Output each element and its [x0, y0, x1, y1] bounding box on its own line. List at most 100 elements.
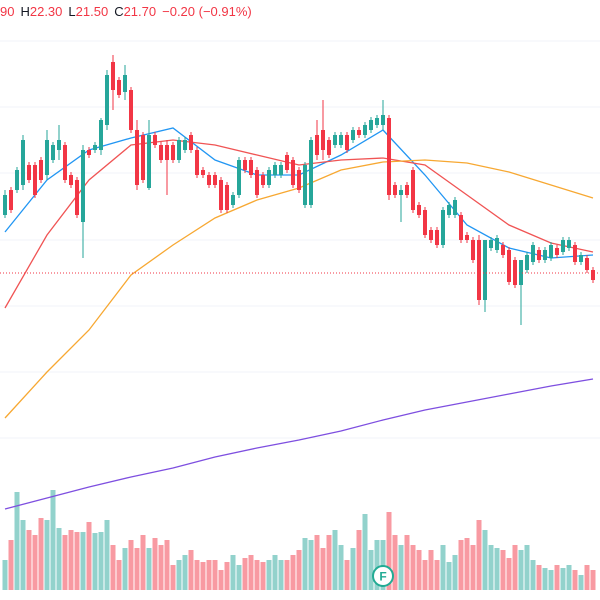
candle-body	[327, 140, 331, 155]
candle-body	[87, 150, 91, 155]
volume-bar	[512, 545, 518, 590]
candle-body	[189, 135, 193, 150]
candle-body	[117, 80, 121, 95]
volume-bar	[44, 520, 50, 590]
candle-body	[591, 270, 595, 280]
close-value: 21.70	[123, 4, 157, 19]
candle-body	[291, 160, 295, 185]
volume-bar	[182, 555, 188, 590]
candle-body	[345, 135, 349, 150]
volume-bar	[188, 550, 194, 590]
candle-body	[213, 175, 217, 185]
volume-bar	[548, 570, 554, 590]
volume-bar	[368, 550, 374, 590]
volume-bar	[296, 550, 302, 590]
volume-bar	[410, 545, 416, 590]
high-key: H	[20, 4, 30, 19]
ohlc-header: 90 H22.30 L21.50 C21.70 −0.20 (−0.91%)	[0, 4, 252, 19]
candle-body	[243, 160, 247, 170]
volume-bar	[446, 562, 452, 590]
volume-bar	[290, 555, 296, 590]
volume-bar	[140, 535, 146, 590]
volume-bar	[476, 520, 482, 590]
volume-bar	[428, 550, 434, 590]
volume-bar	[254, 560, 260, 590]
volume-bar	[524, 545, 530, 590]
volume-bar	[116, 560, 122, 590]
candle-body	[435, 230, 439, 245]
candle-body	[225, 185, 229, 210]
candle-body	[57, 140, 61, 150]
low-value: 21.50	[75, 4, 109, 19]
candle-body	[423, 210, 427, 235]
volume-bar	[86, 522, 92, 590]
candle-body	[465, 235, 469, 240]
volume-bar	[464, 538, 470, 590]
volume-bar	[194, 560, 200, 590]
volume-bar	[206, 560, 212, 590]
candle-body	[45, 140, 49, 175]
candle-body	[207, 175, 211, 185]
volume-bar	[392, 535, 398, 590]
candle-body	[165, 145, 169, 160]
candle-body	[387, 118, 391, 195]
event-marker: F	[372, 565, 394, 587]
candle-body	[93, 145, 97, 150]
volume-bar	[176, 560, 182, 590]
volume-bar	[68, 530, 74, 590]
candle-body	[531, 245, 535, 262]
candle-body	[141, 135, 145, 180]
candle-body	[135, 130, 139, 185]
open-value: 90	[0, 4, 15, 19]
candle-body	[363, 125, 367, 135]
volume-bar	[518, 550, 524, 590]
volume-bar	[422, 560, 428, 590]
candle-body	[39, 160, 43, 180]
candle-body	[279, 165, 283, 175]
candle-body	[123, 75, 127, 92]
volume-bar	[164, 540, 170, 590]
moving-average	[4, 159, 594, 419]
volume-bar	[356, 530, 362, 590]
volume-bar	[8, 540, 14, 590]
volume-bar	[158, 545, 164, 590]
candle-body	[129, 90, 133, 130]
moving-average	[4, 378, 594, 510]
volume-bar	[374, 540, 380, 590]
volume-bar	[500, 550, 506, 590]
volume-bar	[212, 560, 218, 590]
candle-body	[483, 240, 487, 300]
volume-bar	[236, 565, 242, 590]
candle-body	[177, 140, 181, 160]
candle-body	[417, 205, 421, 215]
volume-bar	[554, 565, 560, 590]
volume-bar	[332, 530, 338, 590]
volume-bar	[338, 545, 344, 590]
event-marker-circle	[372, 565, 394, 587]
candle-body	[303, 165, 307, 205]
moving-average	[4, 139, 594, 309]
volume-bar	[200, 562, 206, 590]
candle-body	[3, 195, 7, 215]
volume-bar	[134, 548, 140, 590]
volume-bar	[62, 535, 68, 590]
candle-body	[111, 62, 115, 90]
volume-bar	[530, 560, 536, 590]
volume-bar	[266, 560, 272, 590]
candle-body	[99, 120, 103, 150]
volume-bar	[560, 568, 566, 590]
candle-body	[51, 145, 55, 160]
change-value: −0.20 (−0.91%)	[162, 4, 252, 19]
low-key: L	[68, 4, 76, 19]
candle-body	[549, 245, 553, 258]
volume-bar	[416, 550, 422, 590]
volume-bar	[92, 533, 98, 590]
candle-body	[489, 240, 493, 248]
volume-bar	[272, 555, 278, 590]
volume-bar	[470, 545, 476, 590]
candle-body	[507, 250, 511, 282]
candle-body	[513, 260, 517, 285]
candle-body	[81, 150, 85, 222]
